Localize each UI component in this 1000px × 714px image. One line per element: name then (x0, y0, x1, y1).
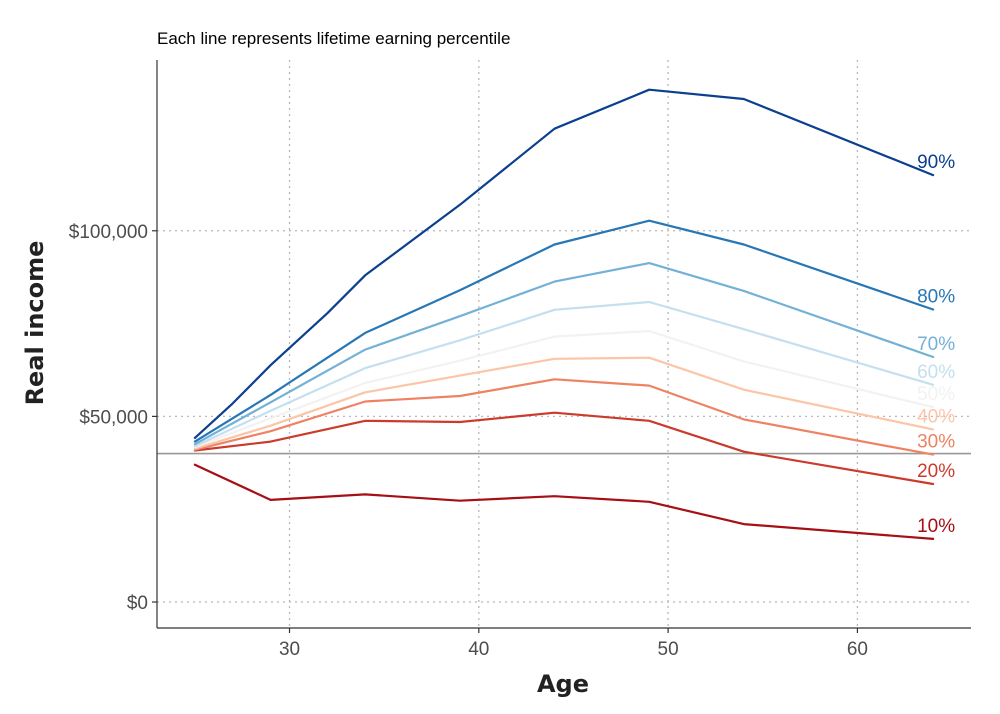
y-tick-label: $0 (127, 593, 148, 614)
tick-layer: 30 40 50 60 $0 $50,000 $100,000 (69, 222, 868, 660)
chart-subtitle: Each line represents lifetime earning pe… (157, 29, 510, 48)
x-tick-label: 50 (658, 639, 679, 660)
series-label-layer: 10% 20% 30% 40%50%60% 70% 80% 90% (917, 152, 955, 537)
series-line-90pct (193, 88, 935, 439)
series-label-60pct: 60% (917, 362, 955, 383)
series-layer (193, 88, 935, 540)
x-tick-label: 30 (279, 639, 300, 660)
series-line-70pct (193, 262, 935, 446)
series-line-50pct (193, 329, 935, 449)
series-line-60pct (193, 300, 935, 448)
series-line-10pct (193, 463, 935, 540)
series-label-30pct: 30% (917, 432, 955, 453)
x-tick-label: 60 (847, 639, 868, 660)
series-label-90pct: 90% (917, 152, 955, 173)
series-line-20pct (193, 411, 935, 486)
series-label-40pct: 40% (917, 406, 955, 427)
series-label-20pct: 20% (917, 461, 955, 482)
y-axis-title: Real income (21, 241, 49, 406)
y-tick-label: $50,000 (79, 407, 148, 428)
series-line-80pct (193, 219, 935, 443)
x-axis-title: Age (537, 670, 589, 698)
series-line-30pct (193, 378, 935, 456)
series-label-70pct: 70% (917, 334, 955, 355)
series-line-40pct (193, 356, 935, 450)
grid-layer (157, 60, 971, 628)
series-label-50pct: 50% (917, 384, 955, 405)
series-label-80pct: 80% (917, 286, 955, 307)
y-tick-label: $100,000 (69, 222, 148, 243)
axes-layer (156, 60, 971, 629)
series-label-10pct: 10% (917, 516, 955, 537)
x-tick-label: 40 (468, 639, 489, 660)
